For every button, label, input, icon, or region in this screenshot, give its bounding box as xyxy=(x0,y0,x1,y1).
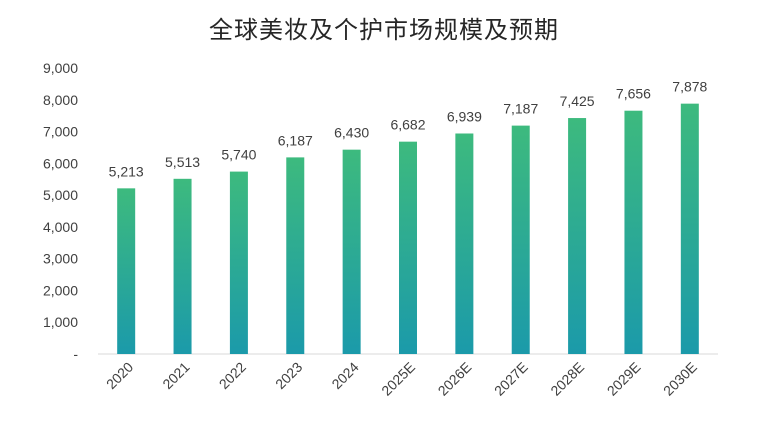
bar xyxy=(568,118,587,354)
x-tick-label: 2021 xyxy=(159,359,192,392)
x-tick-label: 2022 xyxy=(216,359,249,392)
data-labels: 5,213 5,513 5,740 6,187 6,430 6,682 6,939 7,187… xyxy=(109,79,708,180)
bar xyxy=(624,110,643,354)
x-tick-label: 2027E xyxy=(491,359,531,399)
bar xyxy=(455,133,474,354)
data-label: 6,187 xyxy=(278,132,313,148)
y-tick-label: 4,000 xyxy=(43,219,78,235)
data-label: 7,878 xyxy=(672,79,707,95)
bar xyxy=(229,171,248,354)
y-axis: - 1,000 2,000 3,000 4,000 5,000 6,000 7,000 8,00… xyxy=(43,60,78,362)
bar xyxy=(399,141,417,354)
x-tick-label: 2023 xyxy=(272,359,305,392)
y-tick-label: 5,000 xyxy=(43,187,78,203)
x-tick-label: 2029E xyxy=(604,359,644,399)
bar xyxy=(117,188,136,354)
y-tick-label: 7,000 xyxy=(43,124,78,140)
y-tick-label: 9,000 xyxy=(43,60,78,76)
bars xyxy=(117,103,699,354)
y-tick-label: 6,000 xyxy=(43,155,78,171)
x-axis: 2020 2021 2022 2023 2024 2025E 2026E 2027E 2028E… xyxy=(103,359,700,399)
x-tick-label: 2025E xyxy=(378,359,418,399)
data-label: 6,682 xyxy=(390,117,425,133)
data-label: 7,656 xyxy=(616,86,651,102)
data-label: 6,939 xyxy=(447,108,482,124)
bar xyxy=(286,157,305,354)
data-label: 5,740 xyxy=(221,147,256,163)
x-tick-label: 2026E xyxy=(435,359,475,399)
data-label: 5,513 xyxy=(165,154,200,170)
data-label: 7,187 xyxy=(503,101,538,117)
x-tick-label: 2030E xyxy=(660,359,700,399)
x-tick-label: 2028E xyxy=(547,359,587,399)
x-tick-label: 2020 xyxy=(103,359,136,392)
data-label: 7,425 xyxy=(560,93,595,109)
y-tick-label: 8,000 xyxy=(43,92,78,108)
bar xyxy=(680,103,699,354)
y-tick-label: - xyxy=(73,346,78,362)
y-tick-label: 2,000 xyxy=(43,282,78,298)
bar xyxy=(173,178,192,354)
bar xyxy=(511,125,530,354)
x-tick-label: 2024 xyxy=(328,359,361,392)
bar xyxy=(342,149,361,354)
data-label: 6,430 xyxy=(334,125,369,141)
y-tick-label: 3,000 xyxy=(43,251,78,267)
y-tick-label: 1,000 xyxy=(43,314,78,330)
data-label: 5,213 xyxy=(109,163,144,179)
chart-title: 全球美妆及个护市场规模及预期 xyxy=(209,16,559,44)
